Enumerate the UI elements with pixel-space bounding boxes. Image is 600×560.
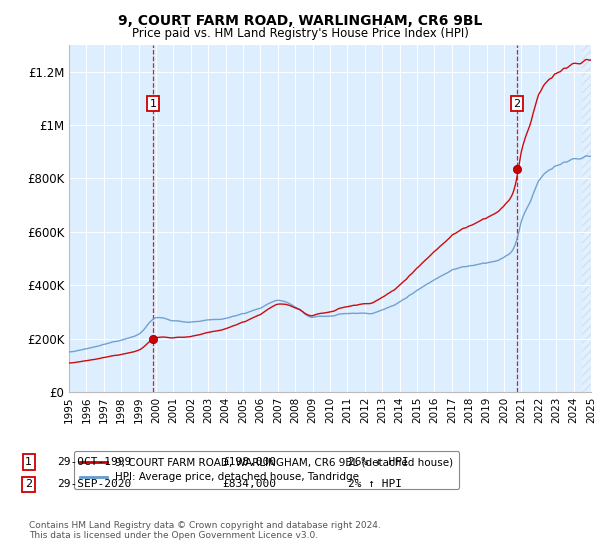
Text: 29-SEP-2020: 29-SEP-2020 [57,479,131,489]
Legend: 9, COURT FARM ROAD, WARLINGHAM, CR6 9BL (detached house), HPI: Average price, de: 9, COURT FARM ROAD, WARLINGHAM, CR6 9BL … [74,451,459,489]
Text: 26% ↓ HPI: 26% ↓ HPI [348,457,409,467]
Text: 1: 1 [149,99,157,109]
Text: 9, COURT FARM ROAD, WARLINGHAM, CR6 9BL: 9, COURT FARM ROAD, WARLINGHAM, CR6 9BL [118,14,482,28]
Text: 1: 1 [25,457,32,467]
Text: 2% ↑ HPI: 2% ↑ HPI [348,479,402,489]
Text: £198,000: £198,000 [222,457,276,467]
Text: £834,000: £834,000 [222,479,276,489]
Text: 29-OCT-1999: 29-OCT-1999 [57,457,131,467]
Text: 2: 2 [25,479,32,489]
Text: Price paid vs. HM Land Registry's House Price Index (HPI): Price paid vs. HM Land Registry's House … [131,27,469,40]
Bar [582,45,591,392]
Text: Contains HM Land Registry data © Crown copyright and database right 2024.
This d: Contains HM Land Registry data © Crown c… [29,521,380,540]
Text: 2: 2 [514,99,521,109]
